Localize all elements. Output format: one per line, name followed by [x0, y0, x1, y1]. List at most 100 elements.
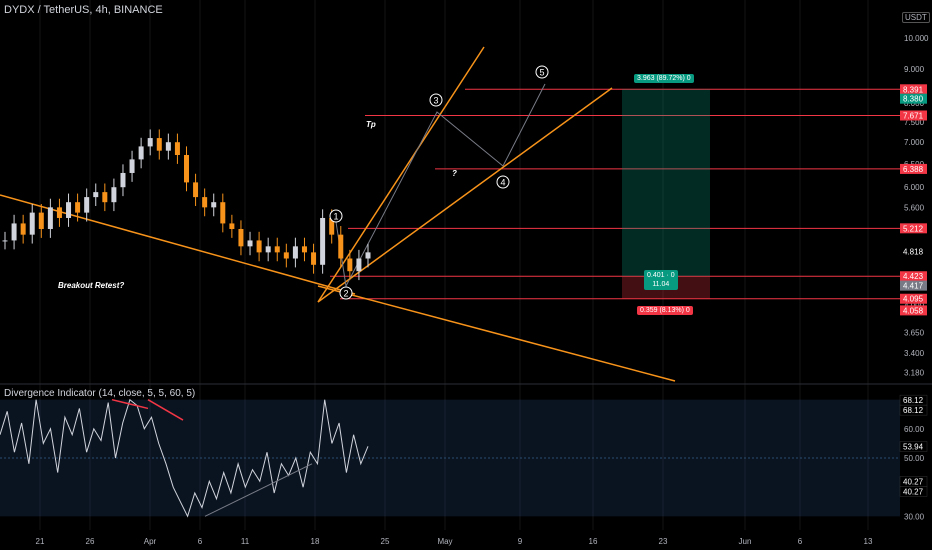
indicator-tick-label: 60.00	[904, 425, 925, 434]
candle-body	[147, 138, 153, 147]
wave-marker-label: 4	[500, 178, 505, 188]
indicator-title: Divergence Indicator (14, close, 5, 5, 6…	[4, 388, 196, 399]
chart-title: DYDX / TetherUS, 4h, BINANCE	[4, 4, 163, 16]
candle-body	[329, 217, 335, 235]
candle-body	[311, 252, 317, 265]
candle-body	[301, 246, 307, 253]
candle-body	[165, 142, 171, 151]
candle-body	[365, 252, 371, 259]
price-label-box	[900, 271, 927, 282]
x-tick-label: Jun	[739, 537, 752, 546]
price-label-box	[900, 280, 927, 291]
candle-body	[47, 207, 53, 229]
indicator-value-label: 40.27	[903, 477, 924, 486]
price-label-box	[900, 246, 927, 257]
y-tick-label: 6.000	[904, 183, 925, 192]
x-tick-label: 9	[518, 537, 523, 546]
price-axis: 10.0009.0008.0007.5007.0006.5006.0005.60…	[900, 34, 929, 378]
candle-body	[283, 252, 289, 259]
candle-body	[111, 187, 117, 203]
candle-body	[84, 197, 90, 213]
price-label-box	[900, 93, 927, 104]
indicator-value-box	[899, 441, 928, 452]
lower-support-line	[317, 285, 676, 382]
candle-body	[338, 234, 344, 259]
price-label: 8.380	[903, 95, 924, 104]
candle-body	[220, 202, 226, 224]
target-label: 3.963 (89.72%) 0	[634, 74, 694, 83]
target-zone	[622, 89, 710, 277]
indicator-value-label: 68.12	[903, 406, 924, 415]
y-tick-label: 8.000	[904, 99, 925, 108]
wave-marker-label: 1	[333, 212, 338, 222]
x-tick-label: 26	[86, 537, 95, 546]
candle-body	[156, 138, 162, 151]
candle-body	[56, 207, 62, 218]
indicator-tick-label: 30.00	[904, 512, 925, 521]
wave-marker-circle	[329, 209, 343, 223]
tp-annotation: Tp	[366, 120, 376, 129]
x-tick-label: 18	[311, 537, 320, 546]
channel-lower-line	[317, 87, 613, 303]
x-tick-label: 6	[198, 537, 203, 546]
vertical-grid	[39, 0, 869, 530]
price-label: 6.388	[903, 165, 924, 174]
entry-label: 0.401 · 0 11.04	[644, 270, 678, 290]
y-tick-label: 3.650	[904, 328, 925, 337]
position-tool	[622, 89, 710, 299]
price-label-box	[900, 293, 927, 304]
candle-body	[120, 172, 126, 188]
wave-path	[335, 83, 546, 288]
y-tick-label: 9.000	[904, 65, 925, 74]
x-tick-label: 21	[36, 537, 45, 546]
bearish-divergence	[147, 399, 184, 421]
question-annotation: ?	[452, 169, 457, 178]
price-label: 7.671	[903, 111, 924, 120]
candle-body	[247, 240, 253, 247]
x-tick-label: 13	[864, 537, 873, 546]
price-label: 4.095	[903, 295, 924, 304]
y-tick-label: 7.000	[904, 138, 925, 147]
candle-body	[66, 202, 72, 218]
wave-marker-circle	[429, 93, 443, 107]
candle-body	[93, 192, 99, 198]
price-label-box	[900, 84, 927, 95]
indicator-pane: 68.1260.0050.0040.2730.0068.1268.1253.94…	[0, 383, 932, 521]
candle-body	[11, 223, 17, 241]
y-tick-label: 10.000	[904, 34, 929, 43]
wave-marker-label: 3	[433, 96, 438, 106]
channel-upper-line	[317, 46, 485, 303]
wave-markers: 1 2 3 4 5	[329, 65, 549, 300]
indicator-value-box	[899, 404, 928, 416]
breakout-annotation: Breakout Retest?	[58, 281, 125, 290]
candle-body	[193, 182, 199, 198]
price-label: 4.423	[903, 272, 924, 281]
candle-body	[184, 155, 189, 183]
candle-body	[347, 258, 353, 272]
candle-body	[256, 240, 262, 253]
y-tick-label: 3.400	[904, 349, 925, 358]
price-label-box	[900, 110, 927, 121]
candle-body	[320, 217, 326, 265]
currency-badge[interactable]: USDT	[902, 12, 930, 23]
price-label-box	[900, 223, 927, 234]
candle-body	[211, 202, 217, 208]
candle-body	[75, 202, 81, 213]
candle-body	[229, 223, 235, 229]
hidden-divergence	[204, 463, 313, 517]
x-tick-label: Apr	[144, 537, 157, 546]
wave-marker-circle	[339, 286, 353, 300]
x-tick-label: 6	[798, 537, 803, 546]
candle-body	[265, 246, 271, 253]
candle-body	[274, 246, 280, 253]
y-tick-label: 5.600	[904, 203, 925, 212]
wave-marker-circle	[496, 175, 510, 189]
candle-body	[2, 240, 8, 242]
price-label: 5.212	[903, 224, 924, 233]
entry-label-line1: 0.401 · 0	[647, 272, 675, 279]
entry-label-line2: 11.04	[652, 281, 670, 288]
x-tick-label: 11	[241, 537, 250, 546]
indicator-line	[0, 398, 369, 518]
candle-body	[102, 192, 108, 203]
y-tick-label: 7.500	[904, 118, 925, 127]
